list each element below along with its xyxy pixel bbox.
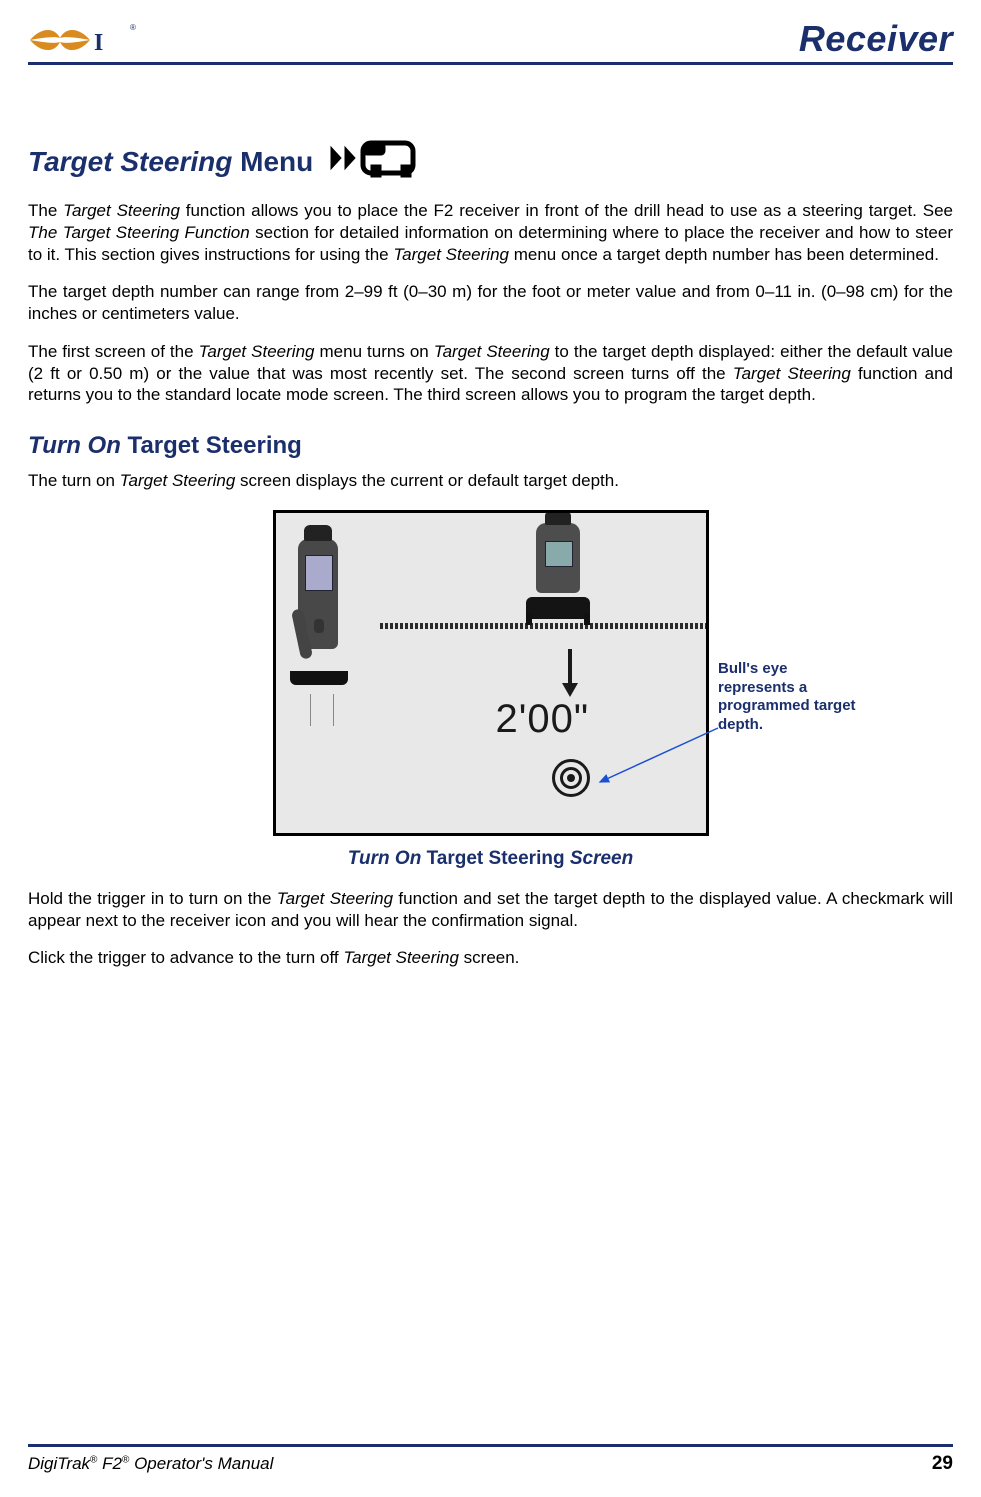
para-5: Hold the trigger in to turn on the Targe…	[28, 888, 953, 932]
para-2: The target depth number can range from 2…	[28, 281, 953, 325]
section-heading-ital: Target Steering	[28, 146, 232, 177]
section-heading-target-steering-menu: Target Steering Menu	[28, 135, 953, 188]
t: Target Steering	[421, 848, 570, 869]
t: Turn On	[348, 848, 422, 869]
t: Target Steering	[199, 342, 315, 361]
t: The turn on	[28, 471, 120, 490]
para-4: The turn on Target Steering screen displ…	[28, 470, 953, 492]
figure-turn-on-screen: 2'00" Bull's eye represents a programmed…	[28, 510, 953, 836]
t: The first screen of the	[28, 342, 199, 361]
para-3: The first screen of the Target Steering …	[28, 341, 953, 406]
receiver-front-icon	[526, 523, 590, 623]
chapter-title: Receiver	[799, 18, 953, 60]
dci-logo-svg: I ®	[28, 20, 138, 58]
t: Target Steering	[343, 948, 459, 967]
arrow-down-icon	[560, 649, 580, 699]
t: Click the trigger to advance to the turn…	[28, 948, 343, 967]
t: screen.	[459, 948, 519, 967]
t: Target Steering	[393, 245, 509, 264]
para-1: The Target Steering function allows you …	[28, 200, 953, 265]
t: Hold the trigger in to turn on the	[28, 889, 277, 908]
dci-logo: I ®	[28, 20, 138, 58]
t: Screen	[570, 848, 633, 869]
t: Turn On	[28, 432, 121, 459]
receiver-side-icon	[290, 539, 360, 719]
t: Target Steering	[121, 432, 302, 459]
t: Operator's Manual	[129, 1454, 273, 1473]
t: function allows you to place the F2 rece…	[180, 201, 953, 220]
t: Target Steering	[277, 889, 393, 908]
page-number: 29	[932, 1453, 953, 1475]
callout-bullseye: Bull's eye represents a programmed targe…	[718, 660, 858, 735]
t: DigiTrak	[28, 1454, 90, 1473]
footer-product: DigiTrak® F2® Operator's Manual	[28, 1454, 273, 1474]
figure-caption: Turn On Target Steering Screen	[28, 848, 953, 870]
page-footer: DigiTrak® F2® Operator's Manual 29	[28, 1444, 953, 1475]
t: Target Steering	[733, 364, 851, 383]
section-heading-rest: Menu	[232, 146, 313, 177]
t: screen displays the current or default t…	[235, 471, 619, 490]
t: Target Steering	[63, 201, 180, 220]
target-steering-menu-icon	[327, 135, 423, 188]
logo-reg-mark: ®	[130, 23, 136, 32]
target-depth-value: 2'00"	[496, 697, 590, 742]
bullseye-icon	[552, 759, 590, 797]
svg-text:I: I	[94, 30, 103, 56]
t: Target Steering	[434, 342, 550, 361]
t: menu turns on	[314, 342, 433, 361]
subsection-heading-turn-on: Turn On Target Steering	[28, 432, 953, 460]
t: Target Steering	[120, 471, 236, 490]
manual-page: I ® Receiver Target Steering Menu	[0, 0, 981, 1497]
page-header: I ® Receiver	[28, 18, 953, 65]
device-screen: 2'00"	[273, 510, 709, 836]
t: F2	[97, 1454, 122, 1473]
t: The	[28, 201, 63, 220]
t: menu once a target depth number has been…	[509, 245, 939, 264]
t: The Target Steering Function	[28, 223, 250, 242]
para-6: Click the trigger to advance to the turn…	[28, 947, 953, 969]
